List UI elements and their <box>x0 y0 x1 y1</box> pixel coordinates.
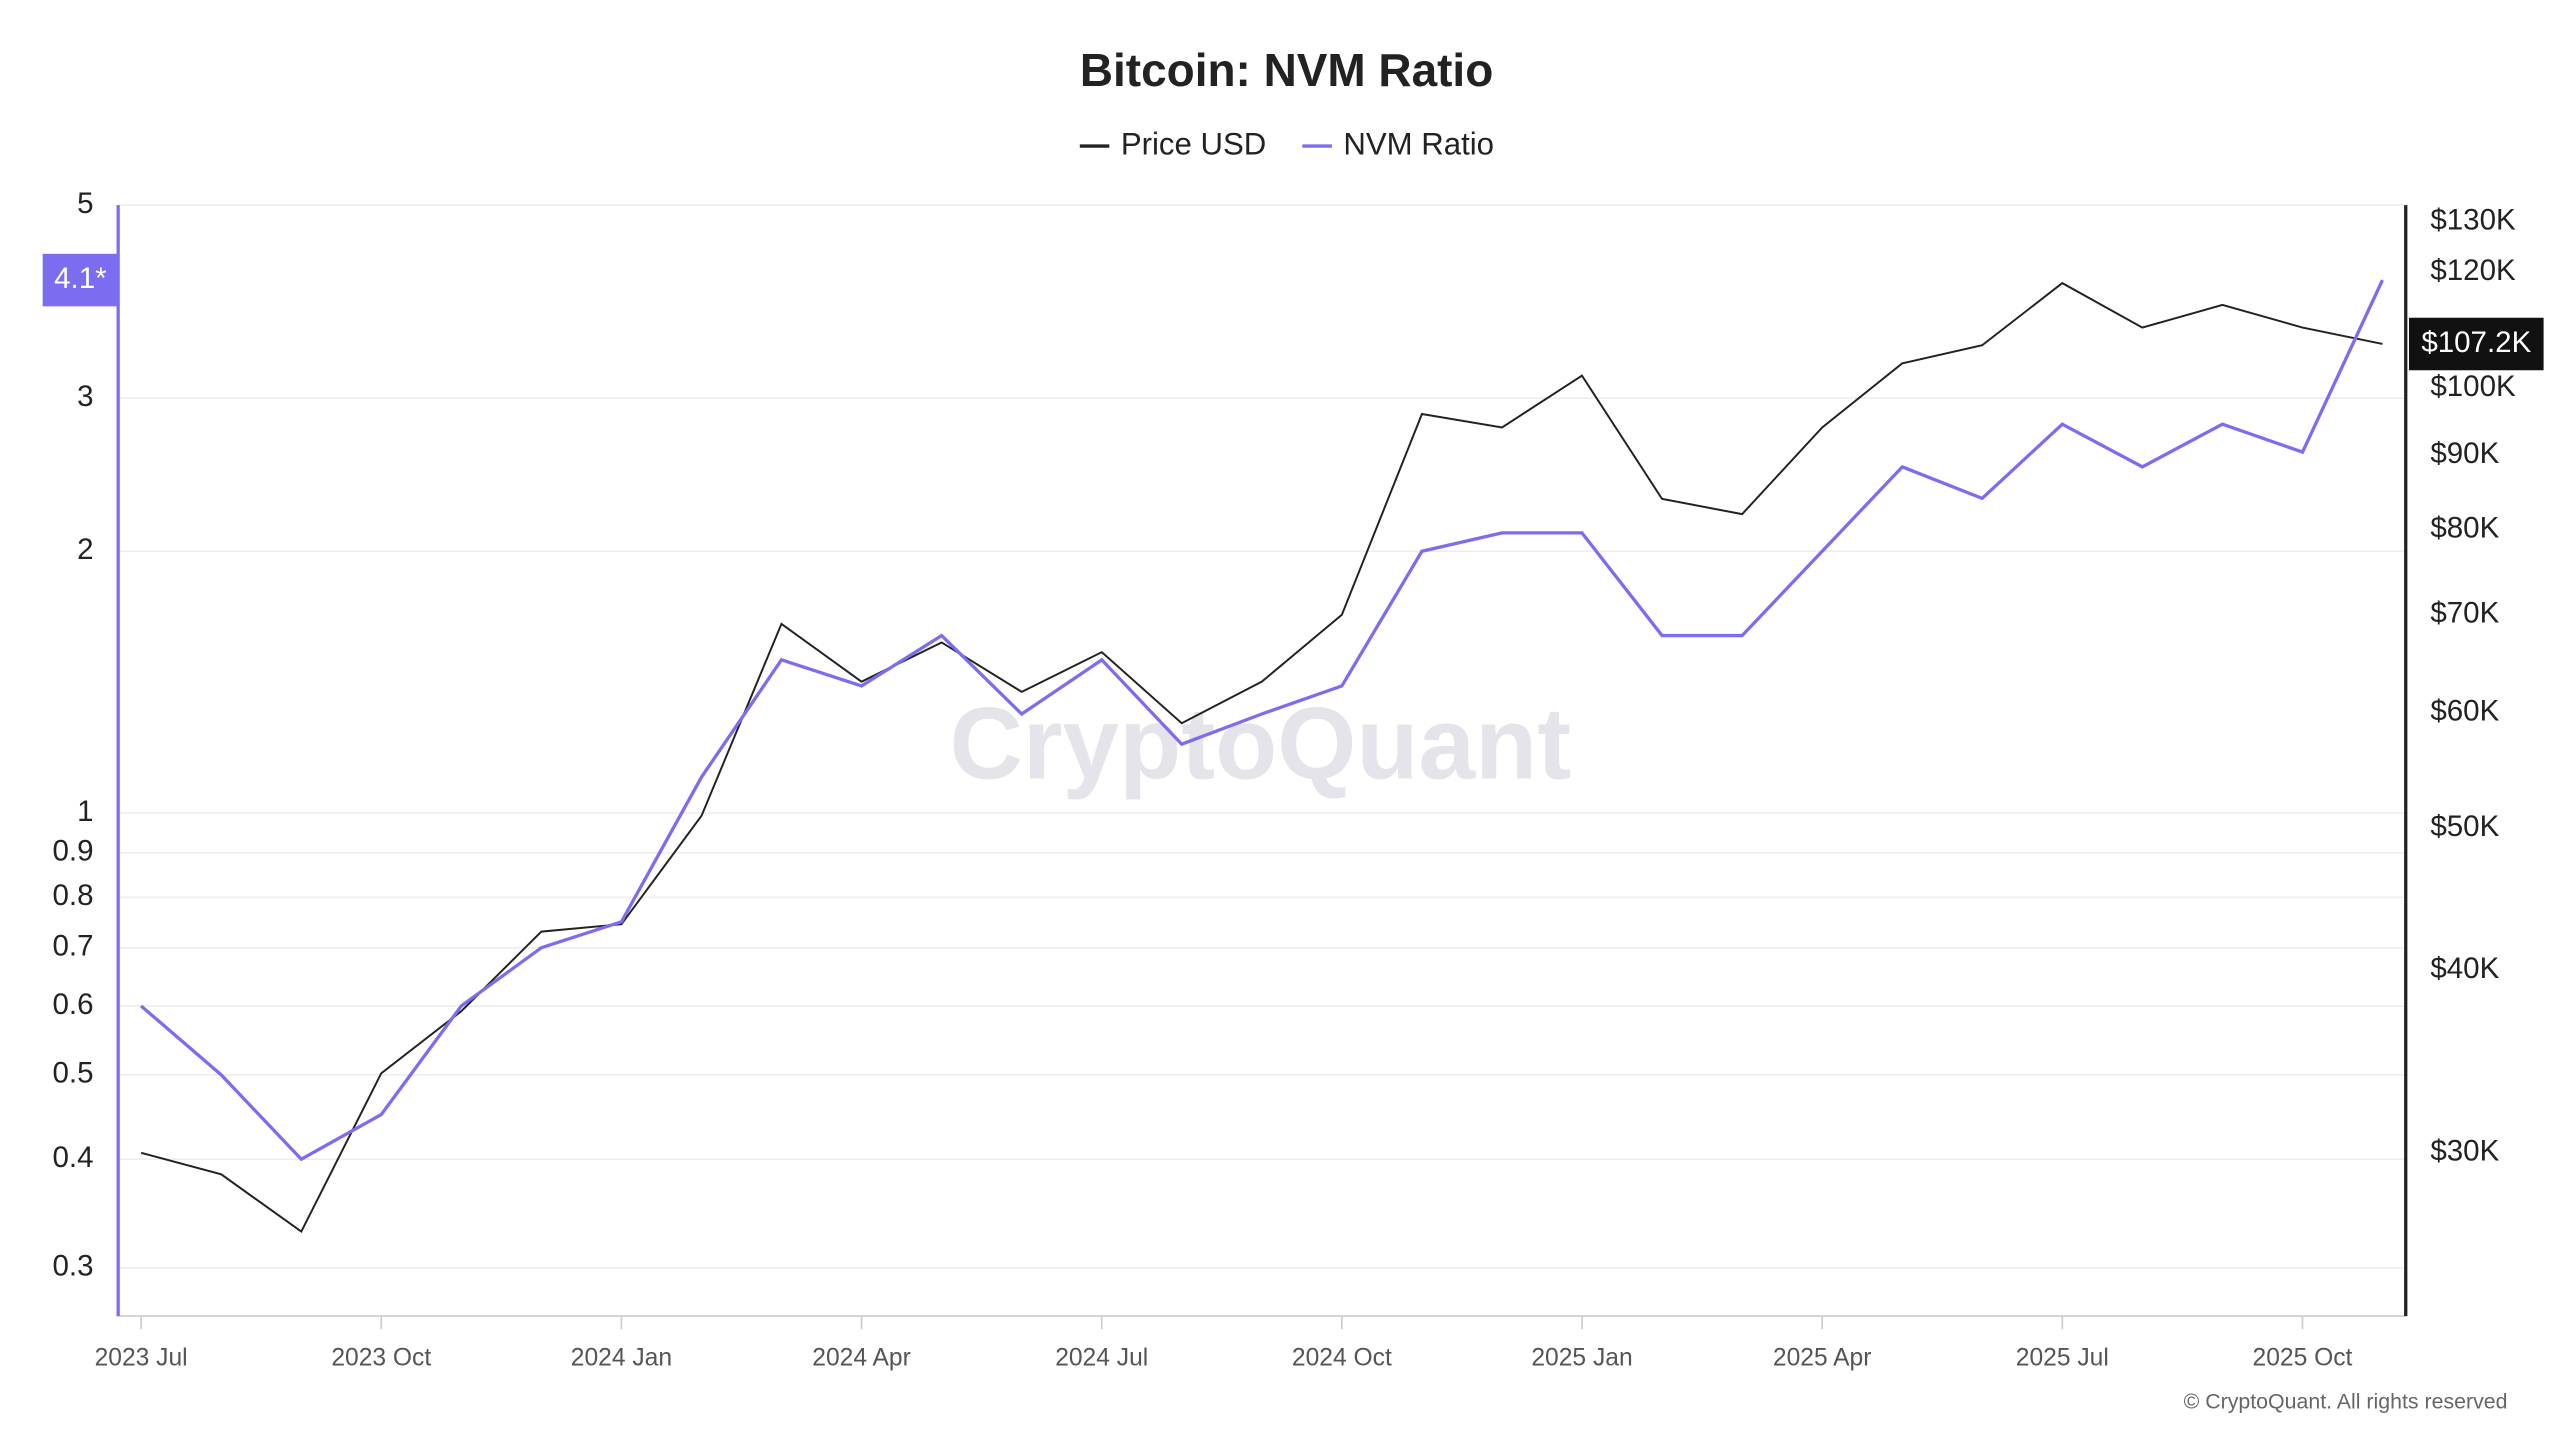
x-tick-label: 2024 Jul <box>1055 1344 1148 1371</box>
y-tick-label: 3 <box>77 380 93 413</box>
y-tick-label: 0.4 <box>53 1141 94 1174</box>
value-label: $107.2K <box>2421 326 2531 359</box>
y-tick-label: 0.5 <box>53 1057 94 1090</box>
y2-tick-label: $100K <box>2430 370 2516 403</box>
x-tick-label: 2025 Oct <box>2253 1344 2353 1371</box>
series-line <box>140 281 2383 1234</box>
y2-tick-label: $90K <box>2430 437 2499 470</box>
series-line <box>140 279 2384 1162</box>
y2-tick-label: $70K <box>2430 596 2499 629</box>
y-tick-label: 1 <box>77 795 93 828</box>
y-tick-label: 0.3 <box>53 1250 94 1283</box>
watermark: CryptoQuant <box>949 686 1571 800</box>
y-tick-label: 5 <box>77 187 93 220</box>
x-tick-label: 2025 Jul <box>2016 1344 2109 1371</box>
y2-tick-label: $80K <box>2430 512 2499 545</box>
y-tick-label: 0.8 <box>53 879 94 912</box>
y2-tick-label: $40K <box>2430 952 2499 985</box>
value-label: 4.1* <box>54 262 107 295</box>
value-badge <box>42 253 119 307</box>
x-tick-label: 2023 Oct <box>331 1344 431 1371</box>
x-tick-label: 2024 Oct <box>1292 1344 1392 1371</box>
y-tick-label: 0.9 <box>53 835 94 868</box>
y2-tick-label: $60K <box>2430 694 2499 727</box>
chart-title: Bitcoin: NVM Ratio <box>1080 44 1493 96</box>
x-tick-label: 2024 Jan <box>571 1344 672 1371</box>
y-tick-label: 0.6 <box>53 988 94 1021</box>
y2-tick-label: $50K <box>2430 810 2499 843</box>
legend-label: Price USD <box>1121 126 1266 161</box>
x-tick-label: 2023 Jul <box>95 1344 188 1371</box>
y2-tick-label: $30K <box>2430 1135 2499 1168</box>
y-tick-label: 0.7 <box>53 930 94 963</box>
y2-tick-label: $130K <box>2430 203 2516 236</box>
x-tick-label: 2025 Apr <box>1773 1344 1872 1371</box>
x-tick-label: 2025 Jan <box>1531 1344 1632 1371</box>
y-tick-label: 2 <box>77 533 93 566</box>
legend-label: NVM Ratio <box>1343 126 1494 161</box>
copyright: © CryptoQuant. All rights reserved <box>2184 1390 2508 1414</box>
y2-tick-label: $120K <box>2430 254 2516 287</box>
value-badge <box>2409 317 2544 371</box>
x-tick-label: 2024 Apr <box>812 1344 911 1371</box>
